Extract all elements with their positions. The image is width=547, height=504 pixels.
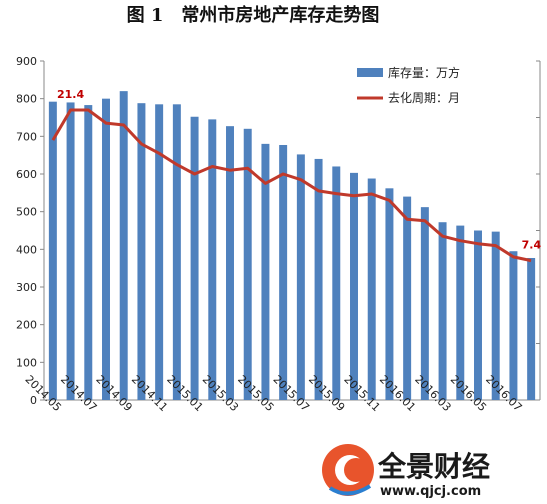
bar xyxy=(48,101,57,401)
bar xyxy=(190,116,199,400)
bar xyxy=(172,104,181,401)
y-tick-label: 300 xyxy=(16,281,37,294)
legend: 库存量：万方 去化周期：月 xyxy=(357,65,460,105)
bar xyxy=(332,166,341,400)
legend-swatch-bar xyxy=(357,68,383,77)
data-label: 21.4 xyxy=(57,88,84,101)
bar xyxy=(509,251,518,400)
x-tick-label: 2015.03 xyxy=(200,373,241,414)
bar xyxy=(243,128,252,401)
chart-title: 图 1 常州市房地产库存走势图 xyxy=(127,4,380,26)
x-tick-label: 2015.07 xyxy=(271,373,312,414)
legend-label-bar: 库存量：万方 xyxy=(388,65,460,80)
bar xyxy=(474,230,482,400)
plot-area: 01002003004005006007008009002014.052014.… xyxy=(16,55,541,414)
y-tick-label: 500 xyxy=(16,206,37,219)
watermark-logo-icon xyxy=(322,444,374,496)
bar xyxy=(119,91,128,400)
y-tick-label: 900 xyxy=(16,55,37,68)
bar xyxy=(438,222,447,400)
x-tick-label: 2015.05 xyxy=(235,373,276,414)
bar xyxy=(314,158,323,400)
data-label: 7.4 xyxy=(522,239,542,252)
bar xyxy=(385,188,394,400)
watermark-url: www.qjcj.com xyxy=(380,484,481,499)
watermark: 全景财经 www.qjcj.com xyxy=(322,444,490,499)
y-tick-label: 800 xyxy=(16,93,37,106)
bar xyxy=(66,102,75,400)
bar xyxy=(527,257,536,400)
bar xyxy=(226,126,234,400)
x-tick-label: 2015.01 xyxy=(164,373,205,414)
x-tick-label: 2016.01 xyxy=(377,373,418,414)
y-tick-label: 400 xyxy=(16,243,37,256)
bar xyxy=(456,225,465,400)
series-line-turnover xyxy=(51,108,532,263)
x-tick-label: 2016.03 xyxy=(412,373,453,414)
x-tick-label: 2016.07 xyxy=(483,373,524,414)
watermark-brand: 全景财经 xyxy=(377,450,490,483)
bar xyxy=(367,178,376,400)
x-tick-label: 2014.09 xyxy=(93,373,134,414)
bar xyxy=(350,172,358,400)
x-tick-label: 2014.11 xyxy=(129,373,170,414)
y-tick-label: 0 xyxy=(30,394,37,407)
y-tick-label: 700 xyxy=(16,130,37,143)
bar xyxy=(208,119,217,400)
x-tick-label: 2014.07 xyxy=(58,373,99,414)
bar xyxy=(296,154,305,400)
y-tick-label: 100 xyxy=(16,356,37,369)
bar xyxy=(137,103,146,400)
y-tick-label: 200 xyxy=(16,319,37,332)
bar xyxy=(420,207,429,400)
x-tick-label: 2016.05 xyxy=(448,373,489,414)
legend-label-line: 去化周期：月 xyxy=(388,91,460,105)
bar xyxy=(279,144,288,400)
bar xyxy=(155,104,164,401)
y-tick-label: 600 xyxy=(16,168,37,181)
bar xyxy=(261,143,270,400)
x-tick-label: 2015.11 xyxy=(341,373,382,414)
bar xyxy=(491,231,500,400)
bar xyxy=(102,98,110,401)
x-tick-label: 2014.05 xyxy=(23,373,64,414)
x-tick-label: 2015.09 xyxy=(306,373,347,414)
bar xyxy=(403,196,412,400)
bar xyxy=(84,105,93,400)
